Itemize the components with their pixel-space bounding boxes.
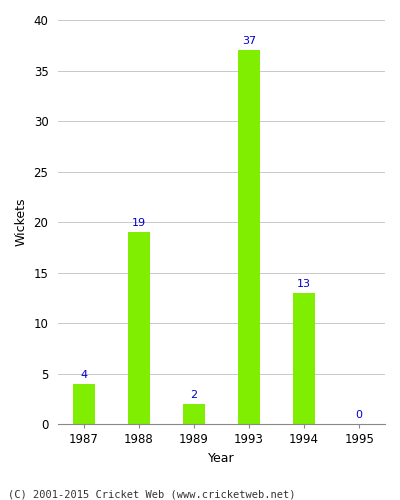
Y-axis label: Wickets: Wickets [15, 198, 28, 246]
Text: 19: 19 [132, 218, 146, 228]
Text: 0: 0 [356, 410, 363, 420]
Bar [293, 293, 315, 424]
Text: (C) 2001-2015 Cricket Web (www.cricketweb.net): (C) 2001-2015 Cricket Web (www.cricketwe… [8, 490, 296, 500]
Bar [183, 404, 205, 424]
Text: 2: 2 [190, 390, 198, 400]
X-axis label: Year: Year [208, 452, 235, 465]
Text: 13: 13 [297, 279, 311, 289]
Bar [238, 50, 260, 424]
Text: 4: 4 [80, 370, 88, 380]
Bar [128, 232, 150, 424]
Text: 37: 37 [242, 36, 256, 46]
Bar [73, 384, 95, 424]
